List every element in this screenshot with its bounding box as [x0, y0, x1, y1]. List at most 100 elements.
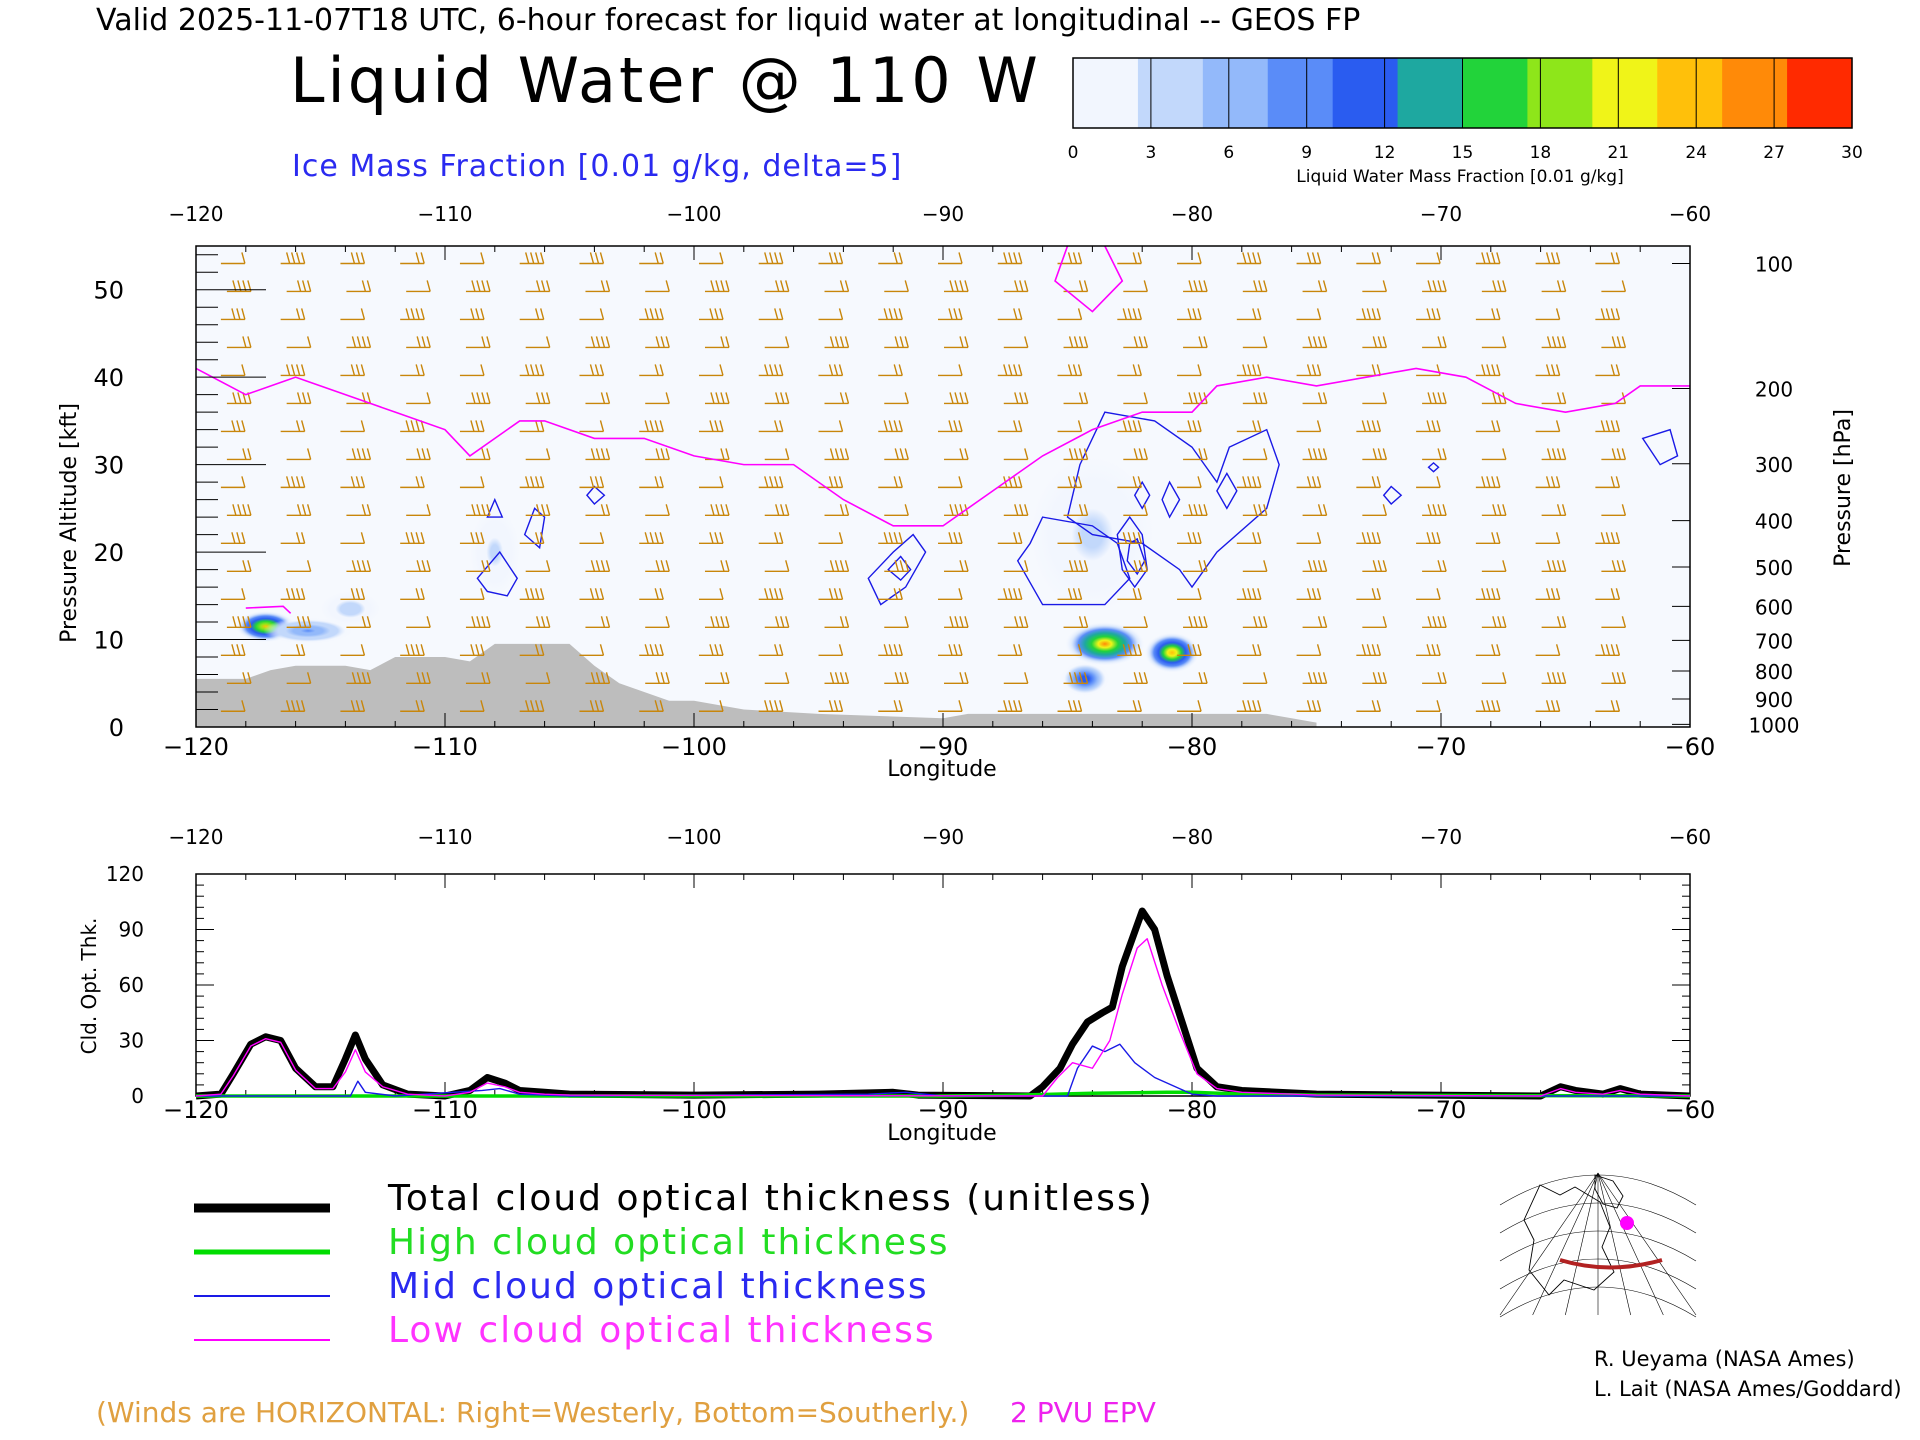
pressure-tick-label-300: 300 — [1755, 453, 1793, 477]
wind-barb-36 — [340, 308, 366, 321]
wind-barb-60 — [406, 504, 431, 517]
wind-barb-259 — [1117, 364, 1142, 377]
wind-barb-41 — [346, 448, 372, 461]
wind-barb-44 — [340, 532, 366, 545]
wind-barb-311 — [1302, 392, 1328, 405]
wind-barb-282 — [1177, 532, 1202, 545]
wind-barb-45 — [346, 560, 372, 573]
wind-barb-341 — [1422, 280, 1447, 293]
wind-barb-268 — [1123, 616, 1148, 629]
wind-barb-200 — [884, 616, 909, 629]
wind-barb-227 — [997, 420, 1023, 433]
wind-barb-156 — [764, 336, 790, 349]
wind-barb-241 — [1063, 336, 1089, 349]
epv-low-fragment — [245, 605, 292, 614]
wind-barb-173 — [824, 336, 850, 349]
wind-barb-377 — [1541, 336, 1567, 349]
legend-label-mid: Mid cloud optical thickness — [388, 1266, 929, 1307]
wind-barb-32 — [286, 672, 312, 684]
bottom-xlabel: Longitude — [887, 1121, 996, 1146]
ice-contour-7 — [486, 497, 504, 518]
wind-barb-384 — [1535, 532, 1561, 545]
wind-barb-332 — [1362, 504, 1388, 517]
wind-barb-14 — [220, 644, 246, 656]
wind-barb-23 — [280, 420, 306, 433]
top-xtick-label-2: −100 — [661, 733, 727, 761]
bot-xtick-toplabel-4: −80 — [1171, 825, 1213, 849]
colorbar-swatch-0 — [1073, 58, 1139, 128]
top-ytick-label-50: 50 — [93, 277, 124, 305]
wind-barb-35 — [346, 280, 372, 293]
wind-barb-208 — [938, 364, 963, 377]
ice-contour-12 — [1133, 480, 1151, 510]
wind-barb-260 — [1123, 392, 1148, 405]
wind-barb-90 — [525, 392, 551, 405]
wind-barb-366 — [1481, 504, 1507, 517]
wind-barb-285 — [1183, 616, 1208, 629]
wind-barb-100 — [525, 672, 551, 684]
wind-barb-373 — [1475, 700, 1501, 712]
wind-barb-290 — [1242, 280, 1268, 293]
wind-barb-309 — [1302, 336, 1328, 349]
wind-barb-298 — [1242, 504, 1268, 517]
wind-barb-97 — [519, 588, 545, 601]
wind-barb-86 — [525, 280, 551, 293]
wind-barb-188 — [884, 280, 909, 293]
wind-barb-397 — [1595, 420, 1621, 433]
wind-barb-383 — [1541, 504, 1567, 517]
wind-barb-24 — [286, 448, 312, 461]
wind-barb-358 — [1481, 280, 1507, 293]
wind-barb-300 — [1242, 560, 1268, 573]
wind-barb-101 — [519, 700, 545, 712]
wind-barb-132 — [645, 616, 670, 629]
wind-barb-356 — [1416, 700, 1441, 712]
wind-barb-46 — [340, 588, 366, 601]
wind-barb-150 — [698, 644, 724, 656]
wind-barb-272 — [1177, 252, 1202, 265]
wind-barb-269 — [1117, 644, 1142, 656]
wind-barb-4 — [220, 364, 246, 377]
ice-contour-5 — [887, 555, 912, 582]
wind-barb-18 — [286, 280, 312, 293]
bot-xtick-toplabel-3: −90 — [922, 825, 964, 849]
ice-contour-4 — [867, 533, 927, 606]
wind-barb-167 — [758, 644, 784, 656]
wind-barb-245 — [1063, 448, 1089, 461]
wind-barb-221 — [997, 252, 1023, 265]
wind-barb-28 — [286, 560, 312, 573]
wind-barb-189 — [878, 308, 903, 321]
epv-upper-loop — [1054, 245, 1124, 313]
wind-barb-218 — [938, 644, 963, 656]
terrain — [196, 643, 1317, 727]
wind-barb-16 — [220, 700, 246, 712]
wind-barb-80 — [459, 588, 485, 601]
wind-barb-206 — [938, 308, 963, 321]
wind-barb-27 — [280, 532, 306, 545]
wind-barb-363 — [1475, 420, 1501, 433]
colorbar-swatch-5 — [1397, 58, 1464, 128]
wind-barb-151 — [704, 672, 730, 684]
wind-barb-333 — [1356, 532, 1382, 545]
map-meridian — [1597, 1172, 1664, 1316]
wind-barb-180 — [818, 532, 844, 545]
wind-barb-292 — [1242, 336, 1268, 349]
wind-barb-236 — [1003, 672, 1029, 684]
bot-xtick-toplabel-1: −110 — [418, 825, 473, 849]
wind-barb-91 — [519, 420, 545, 433]
wind-barb-96 — [525, 560, 551, 573]
wind-barb-89 — [519, 364, 545, 377]
top-ytick-label-30: 30 — [93, 452, 124, 480]
top-xtick-label-6: −60 — [1665, 733, 1716, 761]
wind-barb-69 — [465, 280, 491, 293]
wind-barb-176 — [818, 420, 844, 433]
wind-barb-88 — [525, 336, 551, 349]
wind-barb-353 — [1422, 616, 1447, 629]
cross-section-axes: −120 −120 −110 −110 −100 −100 −90 −90 −80 −80 −70 −… — [93, 202, 1799, 761]
wind-barb-184 — [818, 644, 844, 656]
wind-barb-399 — [1595, 476, 1621, 489]
wind-barb-197 — [878, 532, 903, 545]
wind-barb-303 — [1236, 644, 1262, 656]
wind-barb-386 — [1535, 588, 1561, 601]
wind-barb-98 — [525, 616, 551, 629]
ice-contour-10 — [1216, 471, 1238, 510]
